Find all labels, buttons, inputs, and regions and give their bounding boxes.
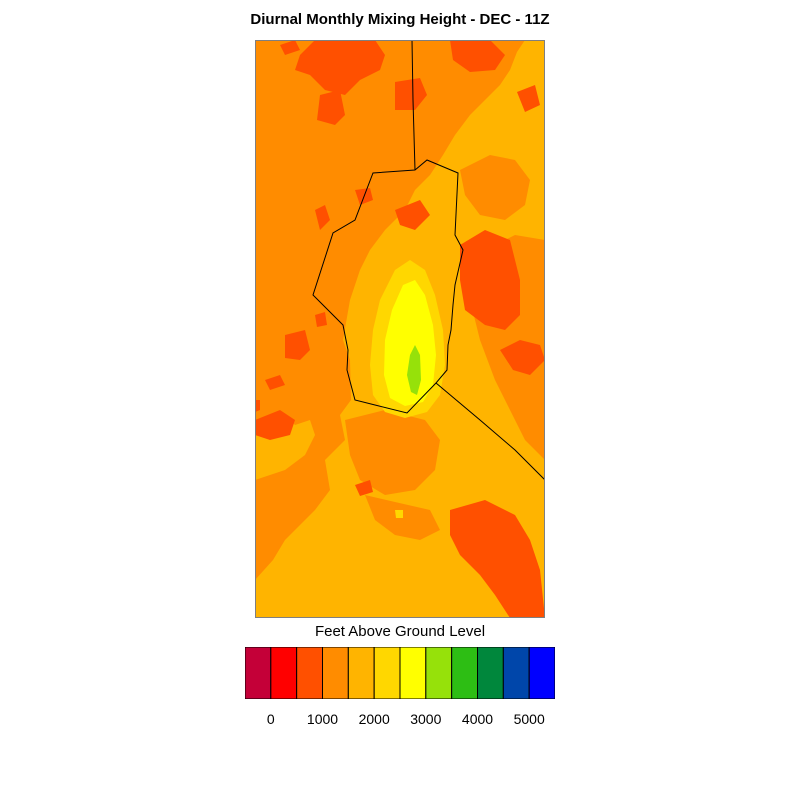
state-boundary-north <box>411 40 416 171</box>
colorbar-tick-label: 3000 <box>410 711 442 727</box>
map-frame <box>255 40 545 618</box>
basin-outline <box>312 159 464 414</box>
colorbar-swatch <box>347 647 375 699</box>
colorbar-tick-label: 5000 <box>513 711 545 727</box>
colorbar-swatch <box>425 647 453 699</box>
colorbar <box>245 647 555 699</box>
contour-band-peak <box>407 345 421 395</box>
contour-band-low <box>255 40 545 618</box>
colorbar-swatch <box>399 647 427 699</box>
colorbar-ticks: 0 1000 2000 3000 4000 5000 <box>0 711 800 731</box>
colorbar-label: Feet Above Ground Level <box>314 623 486 640</box>
colorbar-tick-label: 1000 <box>306 711 339 727</box>
state-boundary-southeast <box>435 382 545 481</box>
colorbar-swatch <box>451 647 478 699</box>
colorbar-swatch <box>245 647 272 699</box>
colorbar-swatch <box>322 647 349 699</box>
chart-title: Diurnal Monthly Mixing Height - DEC - 11… <box>250 11 550 28</box>
colorbar-swatch <box>502 647 530 699</box>
contour-band-higher <box>384 280 436 406</box>
colorbar-tick-label: 4000 <box>461 711 494 727</box>
colorbar-tick-label: 2000 <box>358 711 390 727</box>
boundary-lines <box>312 40 545 481</box>
colorbar-swatch <box>270 647 298 699</box>
colorbar-swatch <box>528 647 555 699</box>
colorbar-swatch <box>296 647 323 699</box>
colorbar-swatch <box>477 647 504 699</box>
colorbar-swatch <box>373 647 401 699</box>
colorbar-tick-label: 0 <box>266 711 275 727</box>
contour-map <box>255 40 545 618</box>
